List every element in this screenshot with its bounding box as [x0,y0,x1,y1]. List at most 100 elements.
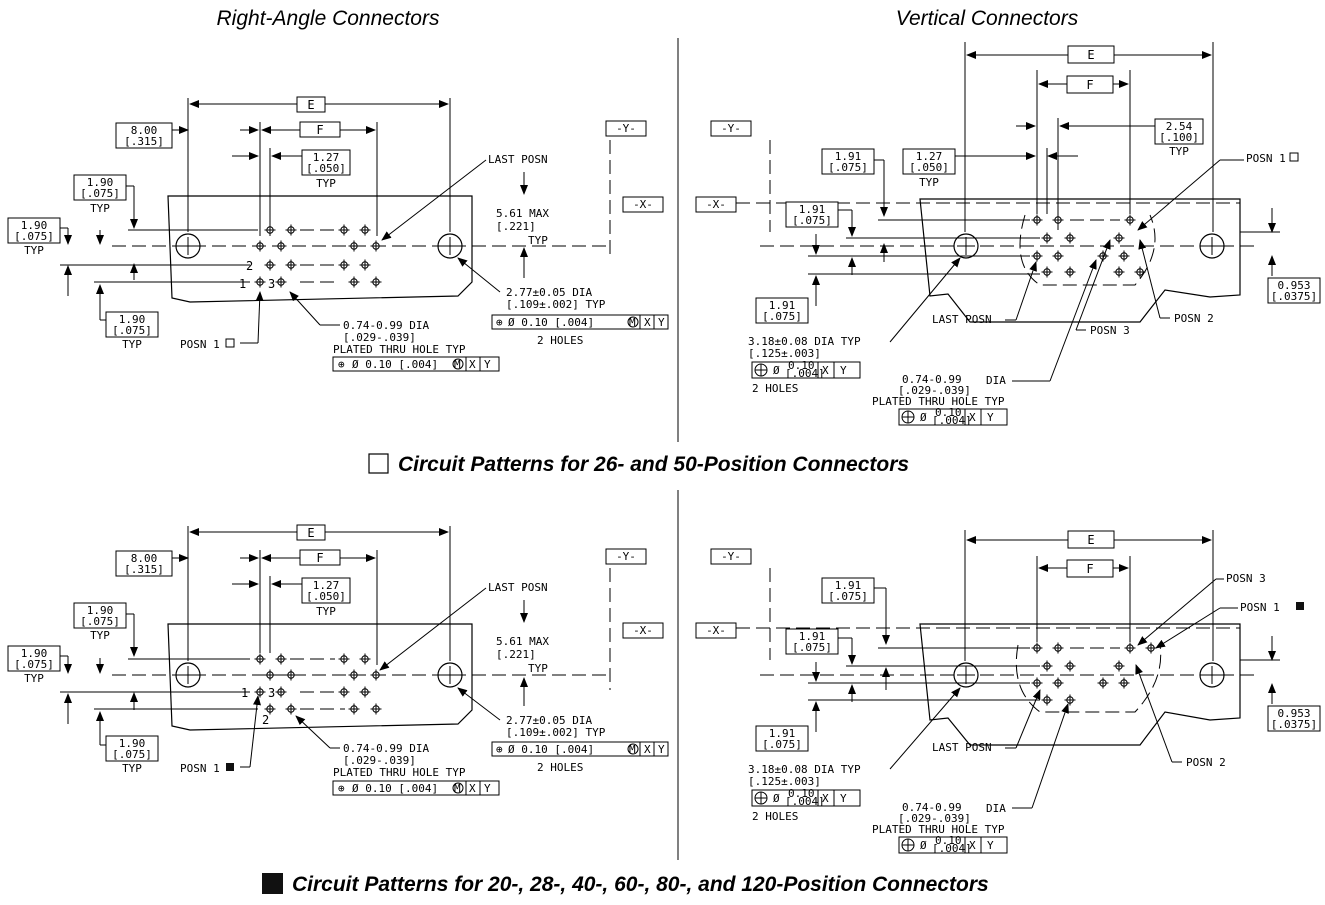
svg-text:2 HOLES: 2 HOLES [752,810,798,823]
svg-text:F: F [1086,78,1093,92]
svg-text:0.10: 0.10 [788,787,815,800]
svg-text:[.050]: [.050] [306,162,346,175]
right-angle-title: Right-Angle Connectors [217,7,440,30]
svg-text:[.075]: [.075] [792,214,832,227]
svg-text:⊕: ⊕ [496,743,503,756]
svg-text:LAST POSN: LAST POSN [932,741,992,754]
svg-text:[.221]: [.221] [496,220,536,233]
svg-text:1.91: 1.91 [835,579,862,592]
svg-text:-Y-: -Y- [721,122,741,135]
svg-text:⊕: ⊕ [338,358,345,371]
svg-text:2 HOLES: 2 HOLES [752,382,798,395]
svg-text:1.27: 1.27 [313,151,340,164]
svg-text:1.91: 1.91 [769,299,796,312]
svg-text:0.74-0.99: 0.74-0.99 [902,801,962,814]
svg-text:-X-: -X- [633,624,653,637]
svg-text:Y: Y [484,782,491,795]
bottom-caption: Circuit Patterns for 20-, 28-, 40-, 60-,… [292,873,989,896]
svg-text:0.10: 0.10 [935,834,962,847]
filled-square-icon [262,873,283,894]
svg-text:0.74-0.99 DIA: 0.74-0.99 DIA [343,742,429,755]
svg-text:POSN 3: POSN 3 [1226,572,1266,585]
svg-text:3: 3 [268,277,275,291]
svg-text:[.125±.003]: [.125±.003] [748,775,821,788]
svg-text:⊕: ⊕ [338,782,345,795]
svg-text:Ø 0.10 [.004]: Ø 0.10 [.004] [352,358,438,371]
svg-text:0.953: 0.953 [1277,707,1310,720]
svg-text:LAST POSN: LAST POSN [488,581,548,594]
svg-text:1.90: 1.90 [119,737,146,750]
svg-text:[.004]: [.004] [932,414,972,427]
svg-text:[.075]: [.075] [762,738,802,751]
svg-text:E: E [1087,533,1094,547]
svg-text:[.315]: [.315] [124,135,164,148]
svg-text:[.050]: [.050] [306,590,346,603]
svg-text:[.075]: [.075] [112,324,152,337]
svg-text:F: F [316,123,323,137]
svg-text:[.075]: [.075] [112,748,152,761]
svg-text:[.050]: [.050] [909,161,949,174]
svg-text:X: X [469,782,476,795]
svg-text:LAST POSN: LAST POSN [932,313,992,326]
svg-text:[.075]: [.075] [14,658,54,671]
svg-text:[.075]: [.075] [14,230,54,243]
svg-text:-X-: -X- [706,198,726,211]
svg-text:Ø 0.10 [.004]: Ø 0.10 [.004] [508,316,594,329]
svg-text:8.00: 8.00 [131,124,158,137]
svg-text:Ø: Ø [773,792,780,805]
svg-text:Y: Y [987,411,994,424]
svg-text:[.315]: [.315] [124,563,164,576]
svg-text:0.10: 0.10 [788,359,815,372]
svg-text:1.27: 1.27 [916,150,943,163]
svg-text:Y: Y [987,839,994,852]
right-angle-bottom-panel: 1 3 2 E F 8.00 [.315] 1.27 [.050] TYP 1.… [7,524,669,796]
svg-text:Y: Y [484,358,491,371]
svg-text:X: X [644,743,651,756]
svg-text:POSN 2: POSN 2 [1186,756,1226,769]
svg-text:[.075]: [.075] [792,641,832,654]
svg-text:5.61 MAX: 5.61 MAX [496,635,549,648]
svg-text:-X-: -X- [706,624,726,637]
svg-text:F: F [316,551,323,565]
svg-text:[.004]: [.004] [785,367,825,380]
svg-text:1: 1 [241,686,248,700]
svg-text:PLATED THRU HOLE TYP: PLATED THRU HOLE TYP [333,343,466,356]
svg-text:POSN 1: POSN 1 [180,762,220,775]
svg-text:2 HOLES: 2 HOLES [537,761,583,774]
svg-text:[.125±.003]: [.125±.003] [748,347,821,360]
svg-text:TYP: TYP [316,177,336,190]
svg-text:1.90: 1.90 [119,313,146,326]
svg-text:-Y-: -Y- [721,550,741,563]
svg-text:[.221]: [.221] [496,648,536,661]
svg-text:0.953: 0.953 [1277,279,1310,292]
svg-text:Y: Y [840,792,847,805]
svg-text:M: M [629,743,636,756]
svg-text:0.10: 0.10 [935,406,962,419]
svg-text:TYP: TYP [122,762,142,775]
svg-text:TYP: TYP [24,672,44,685]
svg-text:M: M [454,782,461,795]
vertical-bottom-panel: E F 1.91 [.075] 1.91 [.075] 1.91 [.075] [695,530,1321,855]
svg-text:X: X [822,792,829,805]
svg-text:2 HOLES: 2 HOLES [537,334,583,347]
svg-text:X: X [822,364,829,377]
svg-text:0.74-0.99: 0.74-0.99 [902,373,962,386]
svg-text:1.90: 1.90 [21,647,48,660]
svg-text:POSN 1: POSN 1 [1240,601,1280,614]
svg-text:[.029-.039]: [.029-.039] [343,331,416,344]
svg-text:2: 2 [262,713,269,727]
svg-text:TYP: TYP [24,244,44,257]
svg-text:[.075]: [.075] [828,161,868,174]
svg-text:[.029-.039]: [.029-.039] [898,384,971,397]
svg-text:2.77±0.05 DIA: 2.77±0.05 DIA [506,714,592,727]
vertical-top-panel: E F 2.54 [.100] TYP 1.27 [.050] TYP 1.91… [695,42,1321,427]
svg-text:1: 1 [239,277,246,291]
svg-text:DIA: DIA [986,802,1006,815]
svg-text:[.075]: [.075] [762,310,802,323]
svg-text:5.61 MAX: 5.61 MAX [496,207,549,220]
svg-text:E: E [307,98,314,112]
svg-text:TYP: TYP [122,338,142,351]
svg-text:Ø: Ø [920,839,927,852]
svg-text:E: E [1087,48,1094,62]
